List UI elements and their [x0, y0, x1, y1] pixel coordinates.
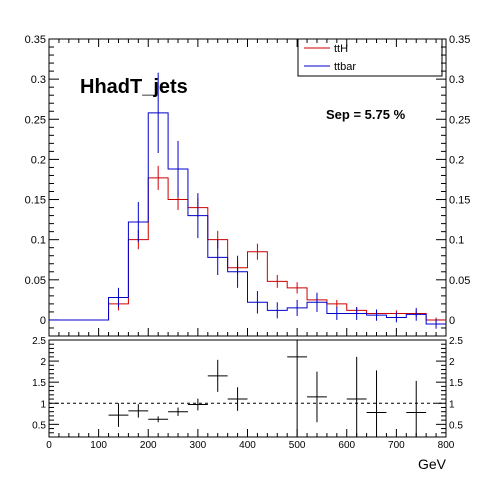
ratio-y-tick-label-right: 1: [449, 399, 455, 410]
y-tick-label-right: 0.15: [449, 195, 470, 207]
x-tick-label: 500: [289, 440, 306, 451]
ratio-y-tick-label-right: 2: [449, 357, 455, 368]
ratio-y-tick-label: 1: [40, 399, 46, 410]
y-tick-label-right: 0.35: [449, 34, 470, 46]
ratio-y-tick-label: 1.5: [32, 378, 46, 389]
x-tick-label: 800: [438, 440, 455, 451]
y-tick-label: 0.15: [25, 195, 46, 207]
y-tick-label-right: 0.25: [449, 114, 470, 126]
ratio-y-tick-label-right: 0.5: [449, 420, 463, 431]
histogram-ttbar: [49, 112, 446, 325]
x-tick-label: 100: [90, 440, 107, 451]
ratio-y-tick-label: 2: [40, 357, 46, 368]
legend-label-ttbar: ttbar: [334, 61, 356, 73]
y-tick-label: 0.35: [25, 34, 46, 46]
y-tick-label-right: 0.3: [449, 74, 464, 86]
y-tick-label: 0.05: [25, 275, 46, 287]
y-tick-label-right: 0: [449, 315, 455, 327]
ratio-y-tick-label-right: 2.5: [449, 336, 463, 347]
y-tick-label: 0.3: [31, 74, 46, 86]
x-tick-label: 600: [338, 440, 355, 451]
x-tick-label: 200: [140, 440, 157, 451]
y-tick-label: 0: [40, 315, 46, 327]
ratio-y-tick-label: 0.5: [32, 420, 46, 431]
x-tick-label: 0: [46, 440, 52, 451]
separation-annotation: Sep = 5.75 %: [326, 107, 406, 122]
y-tick-label-right: 0.1: [449, 235, 464, 247]
ratio-y-tick-label: 2.5: [32, 336, 46, 347]
y-tick-label: 0.2: [31, 154, 46, 166]
y-tick-label: 0.1: [31, 235, 46, 247]
ratio-plot-frame: [48, 339, 447, 438]
x-tick-label: 300: [190, 440, 207, 451]
x-tick-label: 400: [239, 440, 256, 451]
y-tick-label-right: 0.2: [449, 154, 464, 166]
y-tick-label-right: 0.05: [449, 275, 470, 287]
legend-box: [297, 38, 443, 77]
chart-title: HhadT_jets: [80, 76, 188, 98]
x-tick-label: 700: [388, 440, 405, 451]
legend-label-ttH: ttH: [334, 43, 348, 55]
x-axis-label: GeV: [418, 456, 447, 472]
y-tick-label: 0.25: [25, 114, 46, 126]
ratio-y-tick-label-right: 1.5: [449, 378, 463, 389]
